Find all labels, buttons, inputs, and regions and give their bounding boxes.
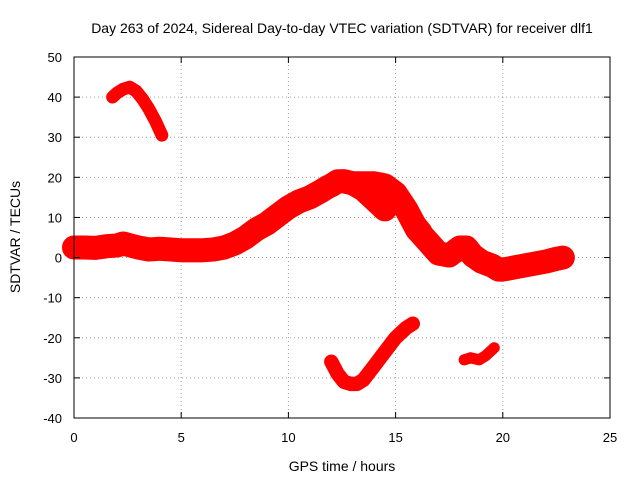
- y-tick-label: 20: [48, 170, 62, 185]
- series-small-segment: [458, 342, 500, 366]
- series-lower-arc: [324, 316, 421, 392]
- y-axis-label: SDTVAR / TECUs: [7, 181, 23, 293]
- y-tick-label: 50: [48, 50, 62, 65]
- x-tick-label: 0: [70, 430, 77, 445]
- x-axis-label: GPS time / hours: [289, 458, 396, 474]
- x-tick-label: 15: [388, 430, 402, 445]
- x-tick-label: 10: [281, 430, 295, 445]
- tick-labels: 0 5 10 15 20 25 -40 -30 -20 -10 0 10 20 30 40 50: [43, 50, 617, 445]
- data-series-group: [61, 80, 575, 392]
- y-tick-label: 30: [48, 130, 62, 145]
- y-tick-label: -40: [43, 411, 62, 426]
- y-tick-label: 40: [48, 90, 62, 105]
- x-tick-label: 5: [178, 430, 185, 445]
- y-tick-label: -30: [43, 371, 62, 386]
- y-tick-label: 10: [48, 210, 62, 225]
- series-branch-dip: [408, 213, 447, 260]
- series-branch-descending: [332, 169, 397, 222]
- y-tick-label: 0: [55, 251, 62, 266]
- y-tick-label: -10: [43, 291, 62, 306]
- plot-frame: [73, 56, 611, 419]
- x-tick-label: 20: [496, 430, 510, 445]
- x-tick-label: 25: [603, 430, 617, 445]
- y-tick-label: -20: [43, 331, 62, 346]
- series-main-band: [61, 169, 575, 282]
- ticks: [73, 56, 611, 419]
- chart-title: Day 263 of 2024, Sidereal Day-to-day VTE…: [91, 20, 593, 36]
- series-upper-arc: [106, 80, 169, 142]
